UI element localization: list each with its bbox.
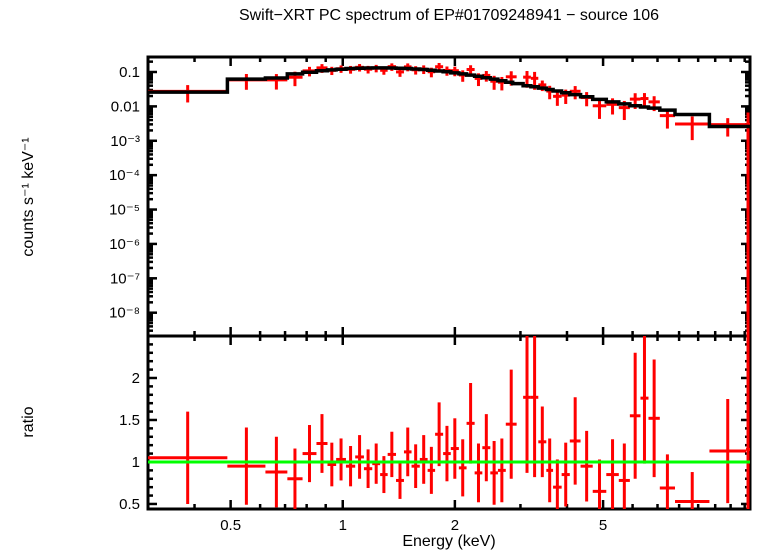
svg-text:0.1: 0.1 [119,64,140,81]
spectrum-data-points [148,62,750,336]
svg-text:1: 1 [132,454,140,471]
model-line [148,66,750,129]
svg-text:5: 5 [599,517,607,534]
ratio-data-points [148,336,750,509]
svg-text:1.5: 1.5 [119,412,140,429]
svg-text:10⁻³: 10⁻³ [110,133,140,150]
svg-text:0.5: 0.5 [119,496,140,513]
x-axis-label-energy: Energy (keV) [402,533,496,550]
axes [146,55,752,511]
svg-text:10⁻⁸: 10⁻⁸ [109,305,140,322]
svg-text:2: 2 [132,370,140,387]
svg-text:2: 2 [451,517,459,534]
tick-labels: 0.1 0.01 10⁻³ 10⁻⁴ 10⁻⁵ 10⁻⁶ 10⁻⁷ 10⁻⁸ 0.5 1 1.5 2 0… [109,64,607,534]
svg-text:0.01: 0.01 [111,98,140,115]
svg-text:10⁻⁵: 10⁻⁵ [109,202,140,219]
svg-text:1: 1 [339,517,347,534]
svg-text:10⁻⁴: 10⁻⁴ [109,167,140,184]
svg-text:0.5: 0.5 [220,517,241,534]
figure-title: Swift−XRT PC spectrum of EP#01709248941 … [238,7,660,24]
svg-text:10⁻⁶: 10⁻⁶ [109,236,140,253]
svg-text:10⁻⁷: 10⁻⁷ [110,270,140,287]
